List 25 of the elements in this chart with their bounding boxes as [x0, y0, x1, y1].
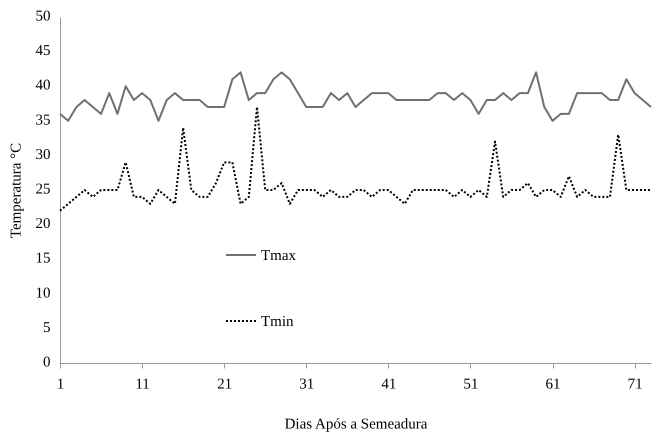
y-tick-label: 30	[36, 146, 50, 163]
y-tick-label: 15	[36, 250, 50, 267]
y-tick-label: 10	[36, 285, 50, 302]
y-tick-label: 35	[36, 112, 50, 128]
x-tick-label: 61	[546, 376, 560, 392]
legend-label: Tmax	[261, 248, 296, 264]
x-tick-label: 51	[463, 376, 478, 392]
x-tick-label: 11	[135, 376, 150, 392]
legend-label: Tmin	[261, 314, 294, 330]
y-tick-label: 40	[36, 78, 50, 94]
y-tick-label: 20	[36, 216, 50, 232]
y-tick-label: 25	[36, 182, 50, 198]
x-tick-label: 21	[217, 376, 232, 392]
x-tick-label: 71	[628, 376, 643, 392]
x-axis-title: Dias Após a Semeadura	[284, 416, 428, 432]
x-tick-label: 1	[56, 376, 64, 392]
y-tick-label: 45	[36, 43, 50, 60]
y-axis-title: Temperatura °C	[8, 142, 24, 238]
y-tick-label: 5	[43, 320, 50, 336]
line-series	[59, 106, 652, 212]
x-tick-label: 31	[299, 376, 314, 392]
y-tick-label: 0	[43, 354, 50, 370]
line-series	[59, 71, 652, 122]
y-tick-label: 50	[36, 8, 50, 24]
x-tick-label: 41	[381, 376, 396, 392]
